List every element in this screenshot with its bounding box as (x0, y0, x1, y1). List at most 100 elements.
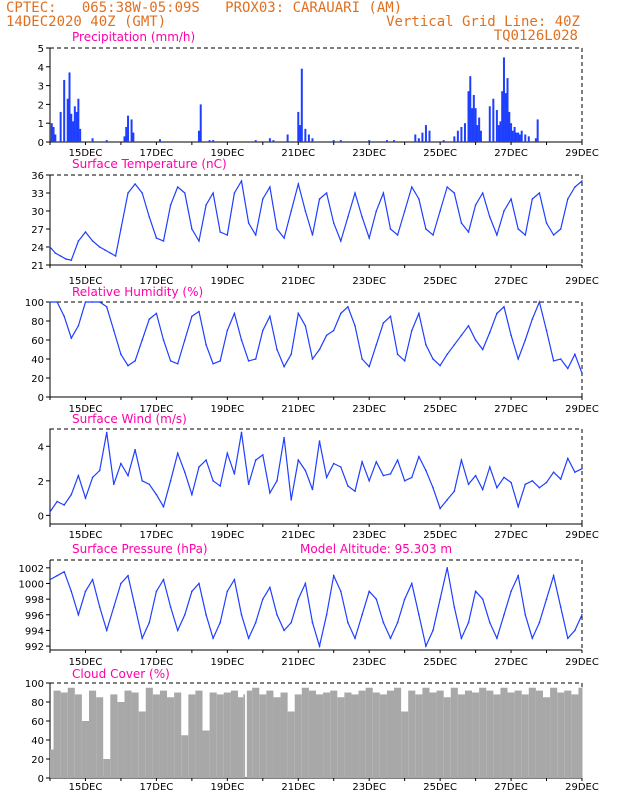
data-point (340, 590, 342, 593)
cloud-bar (422, 687, 430, 778)
panel-frame-top (49, 301, 583, 398)
precip-bar (73, 106, 76, 142)
precip-bar (469, 76, 472, 142)
precip-bar (527, 136, 530, 142)
data-point (70, 259, 73, 262)
precip-bar (105, 140, 108, 142)
y-tick-label: 60 (31, 717, 44, 728)
precip-bar (297, 111, 300, 142)
y-tick-label: 994 (25, 626, 44, 637)
data-point (233, 312, 236, 315)
data-point (510, 590, 512, 593)
precip-bar (63, 79, 66, 142)
y-tick-label: 36 (31, 171, 44, 182)
data-point (304, 582, 307, 585)
data-point (113, 483, 115, 486)
panel-title: Precipitation (mm/h) (72, 30, 195, 44)
data-point (574, 186, 576, 188)
data-point (127, 364, 129, 367)
data-point (418, 455, 420, 458)
panel-title: Relative Humidity (%) (72, 285, 203, 299)
y-tick-label: 24 (31, 243, 44, 254)
data-point (155, 493, 158, 496)
cloud-bar (60, 692, 68, 778)
data-point (453, 192, 456, 194)
data-point (460, 334, 463, 337)
cloud-bar (67, 687, 75, 778)
data-point (354, 490, 356, 492)
precip-bar (272, 140, 275, 142)
cloud-bar (521, 694, 529, 778)
data-point (254, 234, 257, 236)
data-point (84, 301, 87, 303)
data-point (474, 590, 477, 593)
data-point (219, 360, 222, 362)
data-point (120, 582, 122, 585)
precip-bar (72, 121, 75, 142)
y-tick-label: 0 (38, 138, 44, 149)
cloud-bar (514, 690, 522, 778)
cloud-bar (159, 690, 168, 778)
x-tick-label: 23DEC (352, 404, 386, 415)
data-point (538, 621, 541, 624)
data-point (332, 222, 335, 224)
data-point (183, 613, 186, 616)
cloud-bar (429, 692, 437, 778)
data-point (269, 186, 271, 188)
data-point (63, 570, 65, 573)
data-point (347, 621, 349, 624)
data-point (552, 360, 555, 362)
data-point (198, 582, 200, 585)
data-point (481, 348, 484, 351)
data-point (410, 582, 413, 585)
cloud-bar (316, 694, 324, 778)
data-point (304, 210, 307, 212)
data-point (120, 353, 122, 356)
data-point (396, 621, 399, 624)
data-point (432, 234, 434, 236)
data-point (503, 210, 505, 212)
data-point (581, 467, 583, 470)
data-point (148, 483, 151, 486)
panel-subtitle: Model Altitude: 95.303 m (300, 542, 452, 556)
data-point (198, 310, 200, 313)
data-point (446, 567, 449, 569)
data-point (332, 574, 335, 577)
data-point (169, 204, 172, 206)
data-point (368, 365, 371, 368)
precip-bar (453, 136, 456, 142)
data-point (467, 324, 470, 327)
header-line1-left: CPTEC: 065:38W-05:09S PROX03: CARAUARI (… (6, 0, 403, 16)
data-point (120, 228, 122, 230)
data-point (205, 459, 207, 461)
y-tick-label: 5 (38, 44, 44, 55)
cloud-bar (365, 687, 373, 778)
data-point (552, 234, 555, 236)
x-tick-label: 17DEC (140, 530, 174, 541)
data-point (524, 613, 527, 616)
data-point (531, 198, 534, 200)
precip-bar (515, 132, 518, 142)
cloud-bar (436, 690, 444, 778)
x-tick-label: 15DEC (69, 782, 103, 793)
header-line2-right: Vertical Grid Line: 40Z (386, 14, 580, 30)
data-point (481, 192, 484, 194)
data-point (141, 637, 144, 640)
cloud-bar (578, 687, 582, 778)
data-point (410, 186, 413, 188)
data-point (496, 637, 498, 640)
precip-bar (504, 93, 507, 142)
data-point (460, 222, 463, 224)
data-point (332, 462, 335, 465)
data-point (104, 249, 106, 251)
data-point (382, 192, 385, 194)
cloud-bar (528, 687, 536, 778)
data-point (524, 234, 527, 236)
data-point (347, 216, 349, 218)
precip-bar (158, 139, 161, 142)
precip-bar (197, 130, 200, 142)
precip-bar (299, 125, 302, 142)
data-point (148, 621, 151, 624)
precip-bar (208, 140, 211, 142)
